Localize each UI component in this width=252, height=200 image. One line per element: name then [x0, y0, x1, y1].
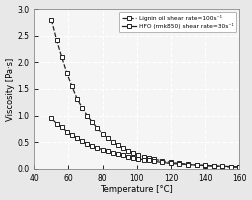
HFO (rmk850) shear rate=30s⁻¹: [142, 159, 145, 161]
Lignin oil shear rate=100s⁻¹: [152, 158, 155, 160]
Lignin oil shear rate=100s⁻¹: [65, 72, 68, 74]
HFO (rmk850) shear rate=30s⁻¹: [137, 157, 140, 160]
HFO (rmk850) shear rate=30s⁻¹: [65, 130, 68, 133]
Lignin oil shear rate=100s⁻¹: [137, 154, 140, 156]
Line: Lignin oil shear rate=100s⁻¹: Lignin oil shear rate=100s⁻¹: [49, 18, 241, 169]
HFO (rmk850) shear rate=30s⁻¹: [161, 161, 164, 164]
Lignin oil shear rate=100s⁻¹: [96, 127, 99, 130]
Lignin oil shear rate=100s⁻¹: [212, 165, 215, 167]
HFO (rmk850) shear rate=30s⁻¹: [238, 166, 241, 168]
Lignin oil shear rate=100s⁻¹: [60, 56, 63, 58]
Lignin oil shear rate=100s⁻¹: [50, 19, 53, 21]
Lignin oil shear rate=100s⁻¹: [81, 106, 84, 109]
Lignin oil shear rate=100s⁻¹: [204, 164, 207, 167]
Lignin oil shear rate=100s⁻¹: [220, 165, 224, 168]
Legend: Lignin oil shear rate=100s⁻¹, HFO (rmk850) shear rate=30s⁻¹: Lignin oil shear rate=100s⁻¹, HFO (rmk85…: [119, 12, 236, 32]
Lignin oil shear rate=100s⁻¹: [86, 114, 89, 117]
HFO (rmk850) shear rate=30s⁻¹: [86, 143, 89, 145]
Lignin oil shear rate=100s⁻¹: [169, 161, 172, 164]
HFO (rmk850) shear rate=30s⁻¹: [121, 154, 124, 157]
Lignin oil shear rate=100s⁻¹: [147, 157, 150, 159]
HFO (rmk850) shear rate=30s⁻¹: [116, 153, 119, 156]
Lignin oil shear rate=100s⁻¹: [195, 164, 198, 166]
HFO (rmk850) shear rate=30s⁻¹: [220, 165, 224, 167]
HFO (rmk850) shear rate=30s⁻¹: [70, 134, 73, 136]
HFO (rmk850) shear rate=30s⁻¹: [178, 163, 181, 165]
HFO (rmk850) shear rate=30s⁻¹: [111, 152, 114, 154]
HFO (rmk850) shear rate=30s⁻¹: [212, 165, 215, 167]
HFO (rmk850) shear rate=30s⁻¹: [76, 137, 79, 139]
HFO (rmk850) shear rate=30s⁻¹: [91, 145, 94, 147]
Lignin oil shear rate=100s⁻¹: [76, 97, 79, 100]
HFO (rmk850) shear rate=30s⁻¹: [96, 147, 99, 149]
HFO (rmk850) shear rate=30s⁻¹: [229, 165, 232, 168]
Lignin oil shear rate=100s⁻¹: [142, 155, 145, 158]
Line: HFO (rmk850) shear rate=30s⁻¹: HFO (rmk850) shear rate=30s⁻¹: [49, 116, 241, 169]
HFO (rmk850) shear rate=30s⁻¹: [204, 164, 207, 167]
HFO (rmk850) shear rate=30s⁻¹: [50, 117, 53, 119]
HFO (rmk850) shear rate=30s⁻¹: [195, 164, 198, 166]
Lignin oil shear rate=100s⁻¹: [161, 160, 164, 162]
Lignin oil shear rate=100s⁻¹: [238, 166, 241, 168]
Lignin oil shear rate=100s⁻¹: [127, 150, 130, 152]
HFO (rmk850) shear rate=30s⁻¹: [186, 163, 190, 166]
Lignin oil shear rate=100s⁻¹: [178, 162, 181, 165]
Lignin oil shear rate=100s⁻¹: [111, 141, 114, 143]
Lignin oil shear rate=100s⁻¹: [229, 166, 232, 168]
HFO (rmk850) shear rate=30s⁻¹: [60, 126, 63, 128]
Lignin oil shear rate=100s⁻¹: [91, 121, 94, 123]
HFO (rmk850) shear rate=30s⁻¹: [127, 155, 130, 158]
Lignin oil shear rate=100s⁻¹: [132, 152, 135, 154]
HFO (rmk850) shear rate=30s⁻¹: [147, 159, 150, 161]
X-axis label: Temperature [°C]: Temperature [°C]: [100, 185, 173, 194]
HFO (rmk850) shear rate=30s⁻¹: [55, 122, 58, 125]
HFO (rmk850) shear rate=30s⁻¹: [132, 156, 135, 159]
HFO (rmk850) shear rate=30s⁻¹: [81, 140, 84, 142]
Lignin oil shear rate=100s⁻¹: [55, 39, 58, 41]
Lignin oil shear rate=100s⁻¹: [70, 85, 73, 87]
Lignin oil shear rate=100s⁻¹: [106, 137, 109, 139]
HFO (rmk850) shear rate=30s⁻¹: [106, 150, 109, 152]
HFO (rmk850) shear rate=30s⁻¹: [101, 148, 104, 151]
Y-axis label: Viscosity [Pa·s]: Viscosity [Pa·s]: [6, 57, 15, 121]
Lignin oil shear rate=100s⁻¹: [101, 132, 104, 135]
HFO (rmk850) shear rate=30s⁻¹: [169, 162, 172, 165]
Lignin oil shear rate=100s⁻¹: [116, 144, 119, 147]
Lignin oil shear rate=100s⁻¹: [186, 163, 190, 165]
Lignin oil shear rate=100s⁻¹: [121, 147, 124, 149]
HFO (rmk850) shear rate=30s⁻¹: [152, 160, 155, 163]
